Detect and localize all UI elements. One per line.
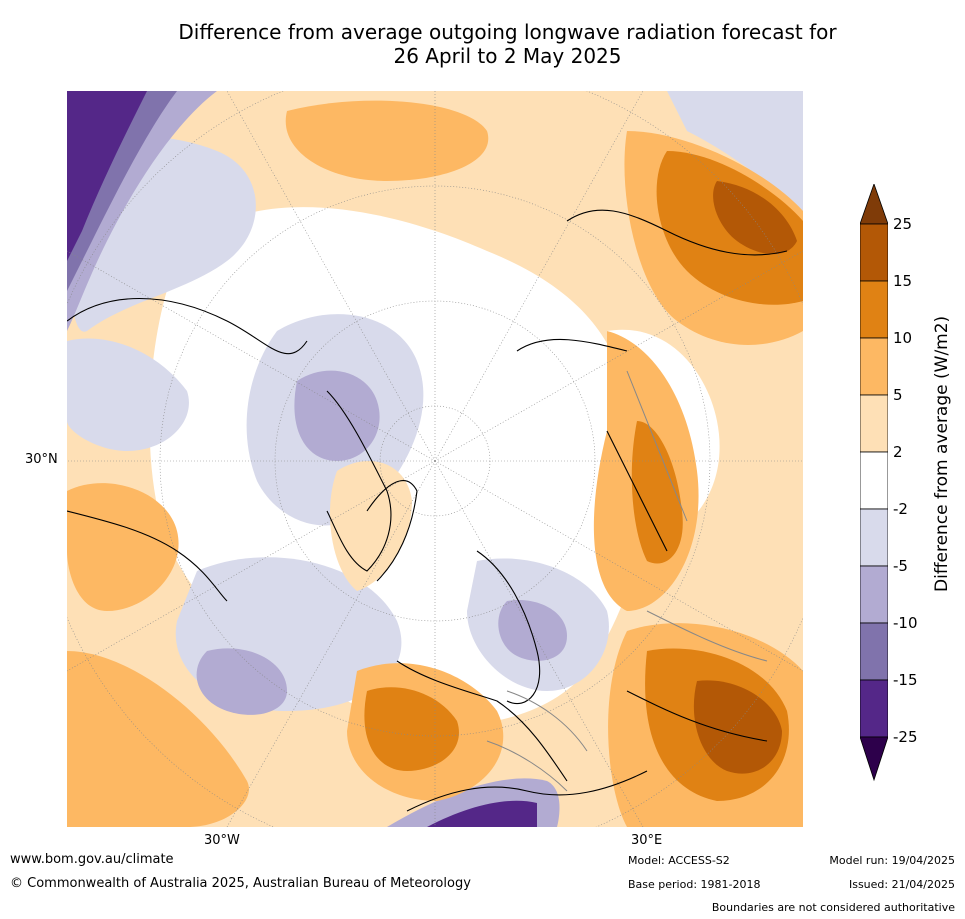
colorbar-tick-2: 2 <box>893 443 903 461</box>
field-orange-west <box>67 483 179 611</box>
colorbar-tick-m25: -25 <box>893 728 918 746</box>
title-line-1: Difference from average outgoing longwav… <box>178 20 837 44</box>
field-purple-center <box>294 370 380 461</box>
field-purple-atlantic <box>196 648 287 715</box>
colorbar-2-5 <box>859 394 889 453</box>
colorbar-m5-m2 <box>859 508 889 567</box>
colorbar-5-10 <box>859 337 889 396</box>
colorbar-tick-10: 10 <box>893 329 913 347</box>
field-purple-east <box>498 600 567 661</box>
field-darkorange-east <box>631 421 683 564</box>
footer-website: www.bom.gov.au/climate <box>10 852 174 867</box>
colorbar-10-15 <box>859 280 889 339</box>
footer-copyright: © Commonwealth of Australia 2025, Austra… <box>10 876 471 891</box>
map-title: Difference from average outgoing longwav… <box>60 20 955 68</box>
coastlines <box>67 209 788 812</box>
footer-disclaimer: Boundaries are not considered authoritat… <box>711 901 955 914</box>
field-orange-greenland <box>329 461 412 591</box>
field-deep-purple-nw <box>67 91 147 261</box>
footer-base-period: Base period: 1981-2018 <box>628 878 761 891</box>
label-30w: 30°W <box>204 833 240 848</box>
field-darkorange-med <box>364 687 459 771</box>
colorbar-tick-25: 25 <box>893 215 913 233</box>
colorbar-m15-m10 <box>859 622 889 681</box>
colorbar-tick-m2: -2 <box>893 500 908 518</box>
field-orange-north <box>285 100 489 181</box>
colorbar-tick-5: 5 <box>893 386 903 404</box>
field-orange-atlantic-sw <box>67 651 249 827</box>
colorbar-15-25 <box>859 223 889 282</box>
colorbar-gt25 <box>859 182 889 225</box>
title-line-2: 26 April to 2 May 2025 <box>393 44 622 68</box>
field-brown-ne <box>713 181 797 255</box>
label-30e: 30°E <box>631 833 663 848</box>
footer-issued: Issued: 21/04/2025 <box>848 878 955 891</box>
colorbar-m25-m15 <box>859 679 889 738</box>
colorbar-label: Difference from average (W/m2) <box>932 315 952 592</box>
colorbar-tick-m15: -15 <box>893 671 918 689</box>
colorbar-m2-2 <box>859 451 889 510</box>
forecast-map <box>67 91 803 827</box>
borders <box>486 370 768 792</box>
colorbar-m10-m5 <box>859 565 889 624</box>
field-lilac-w <box>67 338 189 451</box>
field-lilac-top <box>667 91 803 211</box>
colorbar-tick-m10: -10 <box>893 614 918 632</box>
colorbar-tick-m5: -5 <box>893 557 908 575</box>
footer-model-run: Model run: 19/04/2025 <box>829 854 955 867</box>
footer-model: Model: ACCESS-S2 <box>628 854 730 867</box>
colorbar <box>859 182 889 782</box>
field-deep-purple-south <box>427 800 537 827</box>
colorbar-tick-15: 15 <box>893 272 913 290</box>
colorbar-lt-m25 <box>859 736 889 782</box>
label-30n: 30°N <box>25 452 58 467</box>
graticule <box>67 91 803 827</box>
field-brown-asia <box>693 680 782 774</box>
